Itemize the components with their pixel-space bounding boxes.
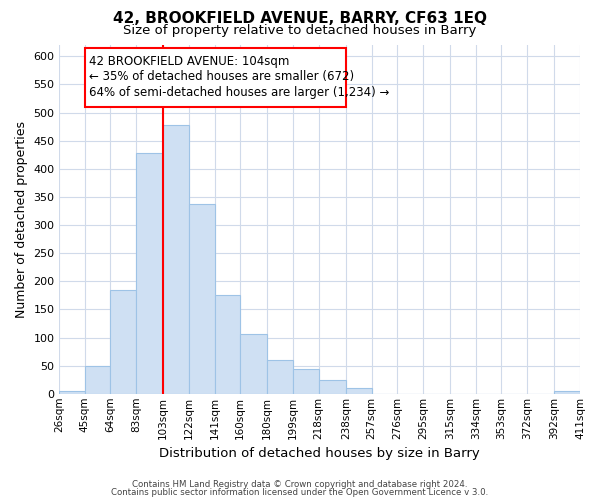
Bar	[85, 48, 346, 107]
Bar	[554, 391, 580, 394]
Bar	[163, 126, 189, 394]
Bar	[268, 360, 293, 394]
Text: Contains HM Land Registry data © Crown copyright and database right 2024.: Contains HM Land Registry data © Crown c…	[132, 480, 468, 489]
Text: Contains public sector information licensed under the Open Government Licence v : Contains public sector information licen…	[112, 488, 488, 497]
Y-axis label: Number of detached properties: Number of detached properties	[15, 121, 28, 318]
Text: 42 BROOKFIELD AVENUE: 104sqm: 42 BROOKFIELD AVENUE: 104sqm	[89, 54, 289, 68]
Bar	[293, 369, 319, 394]
Text: ← 35% of detached houses are smaller (672): ← 35% of detached houses are smaller (67…	[89, 70, 354, 84]
X-axis label: Distribution of detached houses by size in Barry: Distribution of detached houses by size …	[159, 447, 480, 460]
Bar	[189, 204, 215, 394]
Bar	[319, 380, 346, 394]
Bar	[136, 153, 163, 394]
Bar	[85, 366, 110, 394]
Bar	[59, 391, 85, 394]
Bar	[215, 296, 240, 394]
Bar	[346, 388, 371, 394]
Bar	[110, 290, 136, 394]
Text: Size of property relative to detached houses in Barry: Size of property relative to detached ho…	[124, 24, 476, 37]
Text: 42, BROOKFIELD AVENUE, BARRY, CF63 1EQ: 42, BROOKFIELD AVENUE, BARRY, CF63 1EQ	[113, 11, 487, 26]
Text: 64% of semi-detached houses are larger (1,234) →: 64% of semi-detached houses are larger (…	[89, 86, 389, 99]
Bar	[240, 334, 268, 394]
